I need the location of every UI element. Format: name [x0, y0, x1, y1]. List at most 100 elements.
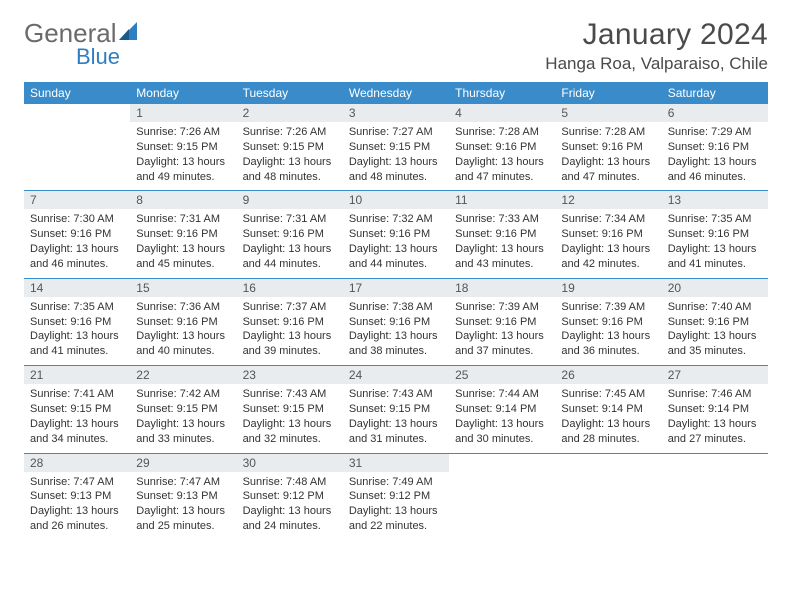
daylight-text: Daylight: 13 hours and 47 minutes. [455, 155, 549, 185]
daylight-text: Daylight: 13 hours and 45 minutes. [136, 242, 230, 272]
daydata-14: Sunrise: 7:35 AMSunset: 9:16 PMDaylight:… [24, 297, 130, 366]
empty-daynum [24, 104, 130, 122]
daylight-text: Daylight: 13 hours and 36 minutes. [561, 329, 655, 359]
sunrise-text: Sunrise: 7:34 AM [561, 212, 655, 227]
daydata-16: Sunrise: 7:37 AMSunset: 9:16 PMDaylight:… [237, 297, 343, 366]
daylight-text: Daylight: 13 hours and 30 minutes. [455, 417, 549, 447]
daylight-text: Daylight: 13 hours and 46 minutes. [668, 155, 762, 185]
calendar-table: SundayMondayTuesdayWednesdayThursdayFrid… [24, 82, 768, 540]
location-text: Hanga Roa, Valparaiso, Chile [545, 54, 768, 74]
sunset-text: Sunset: 9:14 PM [455, 402, 549, 417]
daylight-text: Daylight: 13 hours and 43 minutes. [455, 242, 549, 272]
daydata-13: Sunrise: 7:35 AMSunset: 9:16 PMDaylight:… [662, 209, 768, 278]
sunset-text: Sunset: 9:16 PM [136, 227, 230, 242]
sunset-text: Sunset: 9:16 PM [561, 315, 655, 330]
sunset-text: Sunset: 9:16 PM [668, 227, 762, 242]
daydata-27: Sunrise: 7:46 AMSunset: 9:14 PMDaylight:… [662, 384, 768, 453]
daydata-7: Sunrise: 7:30 AMSunset: 9:16 PMDaylight:… [24, 209, 130, 278]
sunset-text: Sunset: 9:16 PM [30, 315, 124, 330]
daynum-23: 23 [237, 366, 343, 385]
sunrise-text: Sunrise: 7:42 AM [136, 387, 230, 402]
sunrise-text: Sunrise: 7:26 AM [243, 125, 337, 140]
daylight-text: Daylight: 13 hours and 40 minutes. [136, 329, 230, 359]
daydata-31: Sunrise: 7:49 AMSunset: 9:12 PMDaylight:… [343, 472, 449, 540]
empty-daydata [662, 472, 768, 540]
sunset-text: Sunset: 9:16 PM [668, 140, 762, 155]
daylight-text: Daylight: 13 hours and 42 minutes. [561, 242, 655, 272]
daydata-26: Sunrise: 7:45 AMSunset: 9:14 PMDaylight:… [555, 384, 661, 453]
sunrise-text: Sunrise: 7:28 AM [455, 125, 549, 140]
daynum-19: 19 [555, 278, 661, 297]
daylight-text: Daylight: 13 hours and 33 minutes. [136, 417, 230, 447]
daylight-text: Daylight: 13 hours and 22 minutes. [349, 504, 443, 534]
sunset-text: Sunset: 9:15 PM [30, 402, 124, 417]
sunrise-text: Sunrise: 7:49 AM [349, 475, 443, 490]
daydata-21: Sunrise: 7:41 AMSunset: 9:15 PMDaylight:… [24, 384, 130, 453]
daylight-text: Daylight: 13 hours and 26 minutes. [30, 504, 124, 534]
daynum-5: 5 [555, 104, 661, 122]
daynum-24: 24 [343, 366, 449, 385]
month-title: January 2024 [545, 18, 768, 52]
week-data-row: Sunrise: 7:26 AM Sunset: 9:15 PM Daylight:… [24, 122, 768, 191]
daynum-9: 9 [237, 191, 343, 210]
sunrise-text: Sunrise: 7:29 AM [668, 125, 762, 140]
sunrise-text: Sunrise: 7:47 AM [30, 475, 124, 490]
daylight-text: Daylight: 13 hours and 41 minutes. [668, 242, 762, 272]
daydata-25: Sunrise: 7:44 AMSunset: 9:14 PMDaylight:… [449, 384, 555, 453]
daylight-text: Daylight: 13 hours and 39 minutes. [243, 329, 337, 359]
sunset-text: Sunset: 9:16 PM [455, 315, 549, 330]
sunrise-text: Sunrise: 7:43 AM [349, 387, 443, 402]
day-header-tuesday: Tuesday [237, 82, 343, 104]
day-header-friday: Friday [555, 82, 661, 104]
week-num-row: 78910111213 [24, 191, 768, 210]
daylight-text: Daylight: 13 hours and 38 minutes. [349, 329, 443, 359]
daynum-30: 30 [237, 453, 343, 472]
sunset-text: Sunset: 9:12 PM [243, 489, 337, 504]
week-data-row: Sunrise: 7:47 AMSunset: 9:13 PMDaylight:… [24, 472, 768, 540]
daylight-text: Daylight: 13 hours and 31 minutes. [349, 417, 443, 447]
sunrise-text: Sunrise: 7:30 AM [30, 212, 124, 227]
sunrise-text: Sunrise: 7:47 AM [136, 475, 230, 490]
empty-daynum [662, 453, 768, 472]
daylight-text: Daylight: 13 hours and 28 minutes. [561, 417, 655, 447]
daydata-10: Sunrise: 7:32 AMSunset: 9:16 PMDaylight:… [343, 209, 449, 278]
daynum-28: 28 [24, 453, 130, 472]
daydata-11: Sunrise: 7:33 AMSunset: 9:16 PMDaylight:… [449, 209, 555, 278]
sunrise-text: Sunrise: 7:28 AM [561, 125, 655, 140]
sunset-text: Sunset: 9:13 PM [136, 489, 230, 504]
sunset-text: Sunset: 9:14 PM [561, 402, 655, 417]
day-header-row: SundayMondayTuesdayWednesdayThursdayFrid… [24, 82, 768, 104]
header: General Blue January 2024 Hanga Roa, Val… [24, 18, 768, 74]
empty-daydata [555, 472, 661, 540]
daynum-6: 6 [662, 104, 768, 122]
daynum-17: 17 [343, 278, 449, 297]
sunset-text: Sunset: 9:16 PM [349, 227, 443, 242]
sunset-text: Sunset: 9:16 PM [243, 227, 337, 242]
sunset-text: Sunset: 9:15 PM [136, 140, 230, 155]
sunrise-text: Sunrise: 7:33 AM [455, 212, 549, 227]
sunset-text: Sunset: 9:15 PM [349, 402, 443, 417]
sunset-text: Sunset: 9:15 PM [349, 140, 443, 155]
daydata-12: Sunrise: 7:34 AMSunset: 9:16 PMDaylight:… [555, 209, 661, 278]
empty-daynum [555, 453, 661, 472]
sunrise-text: Sunrise: 7:31 AM [136, 212, 230, 227]
week-num-row: 123456 [24, 104, 768, 122]
daynum-26: 26 [555, 366, 661, 385]
daynum-12: 12 [555, 191, 661, 210]
title-block: January 2024 Hanga Roa, Valparaiso, Chil… [545, 18, 768, 74]
logo-text-blue: Blue [76, 44, 120, 70]
sunrise-text: Sunrise: 7:44 AM [455, 387, 549, 402]
daylight-text: Daylight: 13 hours and 34 minutes. [30, 417, 124, 447]
sunrise-text: Sunrise: 7:35 AM [30, 300, 124, 315]
week-data-row: Sunrise: 7:41 AMSunset: 9:15 PMDaylight:… [24, 384, 768, 453]
daynum-18: 18 [449, 278, 555, 297]
sunset-text: Sunset: 9:16 PM [455, 140, 549, 155]
week-data-row: Sunrise: 7:30 AMSunset: 9:16 PMDaylight:… [24, 209, 768, 278]
sunrise-text: Sunrise: 7:36 AM [136, 300, 230, 315]
day-header-saturday: Saturday [662, 82, 768, 104]
sunrise-text: Sunrise: 7:37 AM [243, 300, 337, 315]
sunset-text: Sunset: 9:15 PM [243, 402, 337, 417]
sunset-text: Sunset: 9:16 PM [243, 315, 337, 330]
daydata-9: Sunrise: 7:31 AMSunset: 9:16 PMDaylight:… [237, 209, 343, 278]
daydata-15: Sunrise: 7:36 AMSunset: 9:16 PMDaylight:… [130, 297, 236, 366]
